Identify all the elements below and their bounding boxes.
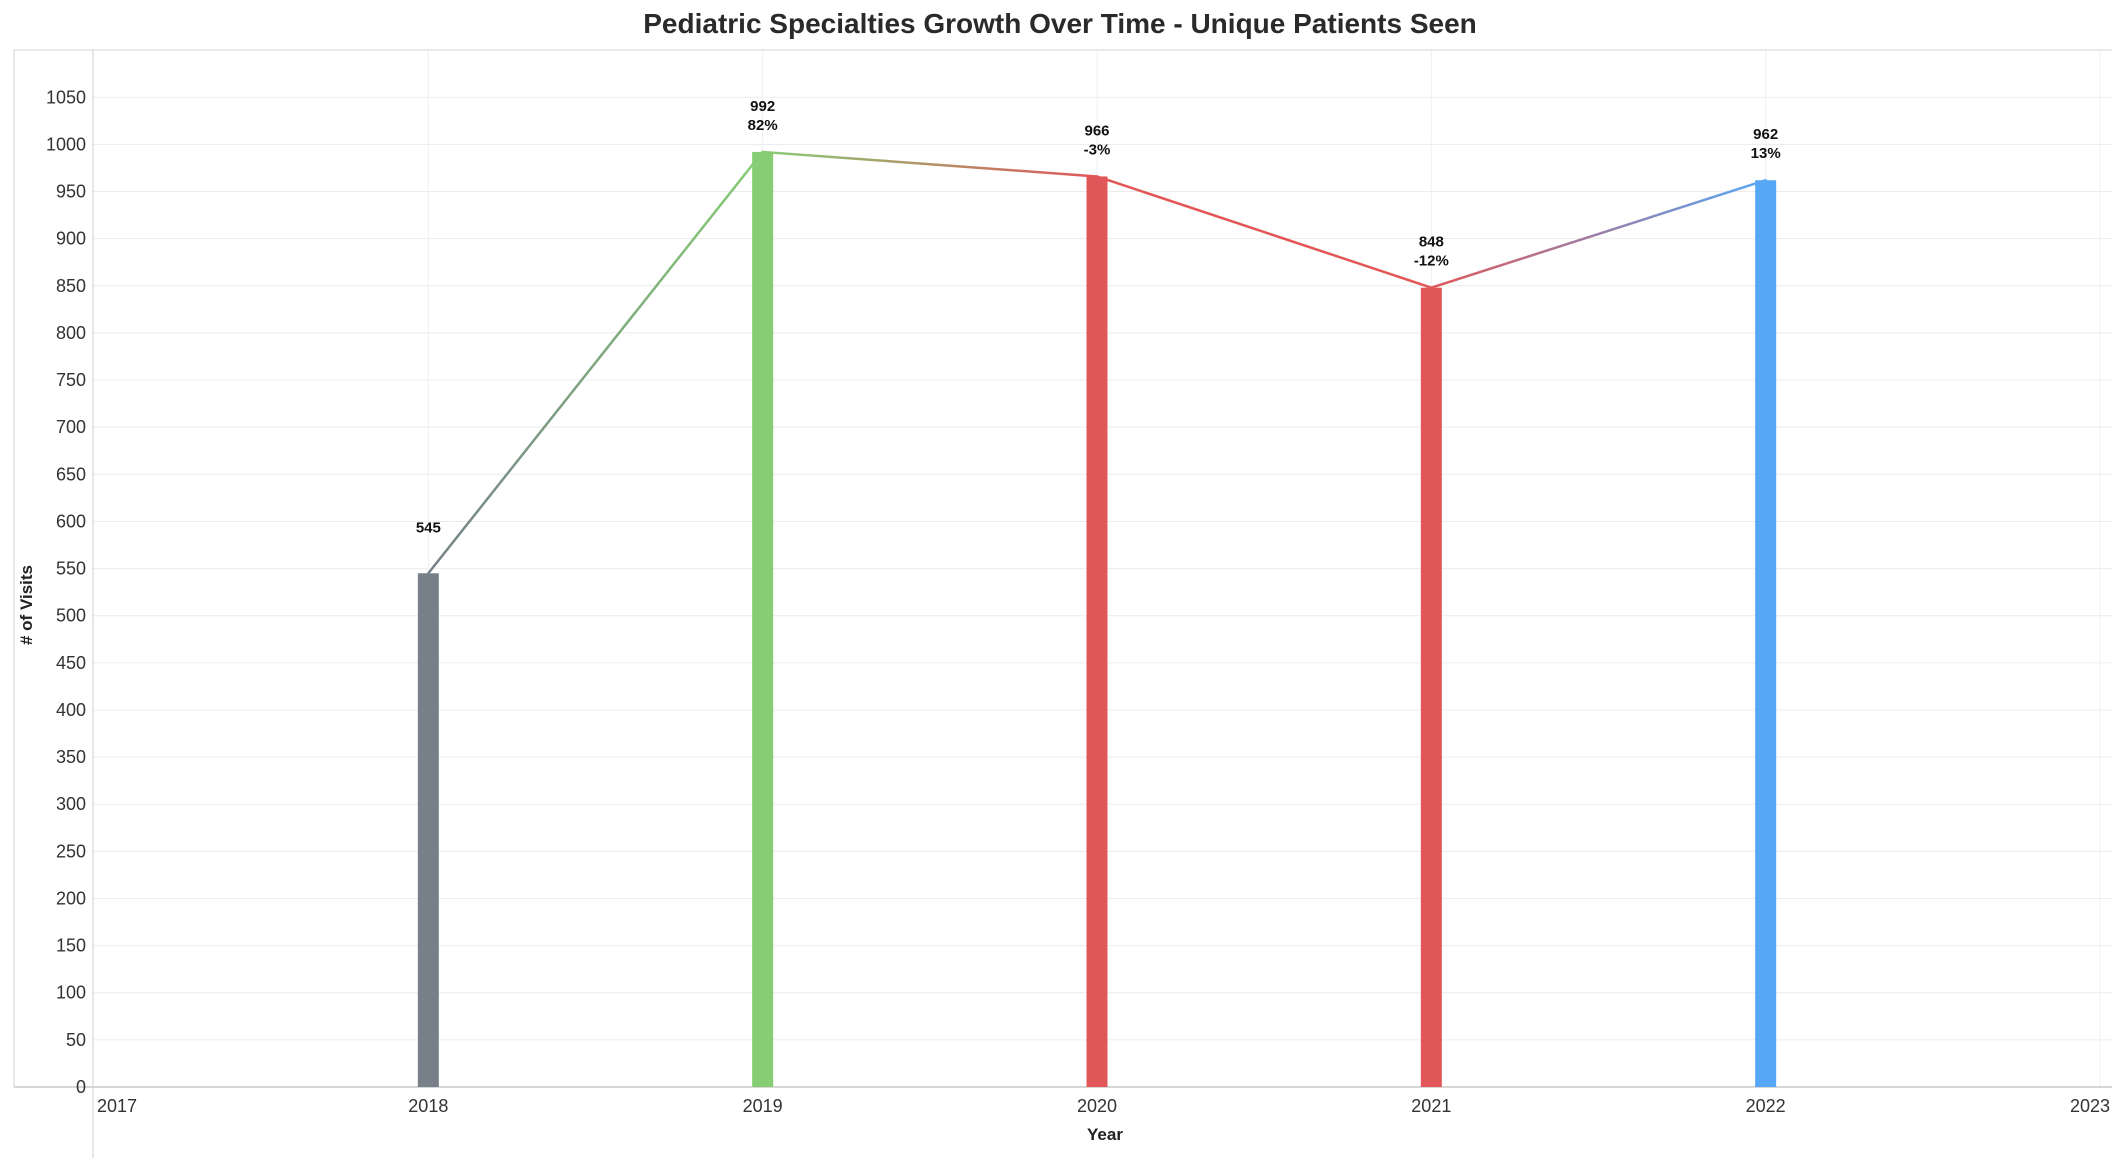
- y-tick-label-150: 150: [56, 936, 86, 956]
- y-tick-label-800: 800: [56, 323, 86, 343]
- y-tick-label-350: 350: [56, 747, 86, 767]
- y-tick-label-600: 600: [56, 511, 86, 531]
- data-label-value-2021: 848: [1419, 234, 1444, 251]
- y-tick-label-250: 250: [56, 841, 86, 861]
- x-axis-title: Year: [1087, 1125, 1123, 1144]
- data-label-change-2022: 13%: [1751, 145, 1781, 162]
- data-label-change-2021: -12%: [1414, 253, 1449, 270]
- y-tick-label-550: 550: [56, 559, 86, 579]
- trend-segment-2018-2019: [427, 150, 764, 575]
- y-tick-label-500: 500: [56, 606, 86, 626]
- bar-2020: [1086, 176, 1108, 1088]
- y-axis-title: # of Visits: [17, 565, 36, 645]
- y-tick-label-750: 750: [56, 370, 86, 390]
- x-tick-label-2021: 2021: [1411, 1096, 1451, 1116]
- data-labels: 545 992 82% 966 -3% 848 -12% 962 13%: [416, 98, 1781, 536]
- x-tick-label-2023: 2023: [2070, 1096, 2110, 1116]
- y-tick-label-1050: 1050: [46, 87, 86, 107]
- y-tick-label-0: 0: [76, 1077, 86, 1097]
- y-tick-label-650: 650: [56, 464, 86, 484]
- y-tick-label-200: 200: [56, 888, 86, 908]
- trend-segment-2021-2022: [1430, 178, 1767, 289]
- y-tick-label-450: 450: [56, 653, 86, 673]
- y-tick-label-300: 300: [56, 794, 86, 814]
- y-tick-label-900: 900: [56, 229, 86, 249]
- y-tick-label-850: 850: [56, 276, 86, 296]
- x-tick-label-2019: 2019: [743, 1096, 783, 1116]
- x-tick-label-2018: 2018: [408, 1096, 448, 1116]
- y-tick-label-100: 100: [56, 983, 86, 1003]
- chart-title: Pediatric Specialties Growth Over Time -…: [643, 8, 1477, 39]
- data-label-value-2022: 962: [1753, 126, 1778, 143]
- trend-segment-2020-2021: [1095, 175, 1433, 289]
- y-tick-label-700: 700: [56, 417, 86, 437]
- trend-segment-2019-2020: [761, 150, 1099, 178]
- data-label-value-2019: 992: [750, 98, 775, 115]
- y-tick-label-400: 400: [56, 700, 86, 720]
- data-label-change-2020: -3%: [1084, 141, 1111, 158]
- trend-line: [427, 150, 1767, 575]
- y-tick-label-950: 950: [56, 182, 86, 202]
- bar-2018: [417, 573, 439, 1087]
- y-tick-label-50: 50: [66, 1030, 86, 1050]
- x-tick-label-2022: 2022: [1746, 1096, 1786, 1116]
- bar-2019: [752, 151, 774, 1087]
- x-tick-label-2017: 2017: [97, 1096, 137, 1116]
- x-tick-label-2020: 2020: [1077, 1096, 1117, 1116]
- y-axis-ticks: 0 50 100 150 200 250 300 350 400 450 500 550 600 650 7…: [46, 87, 86, 1097]
- data-label-change-2019: 82%: [748, 117, 778, 134]
- y-tick-label-1000: 1000: [46, 134, 86, 154]
- data-label-value-2018: 545: [416, 519, 441, 536]
- bar-2022: [1755, 180, 1777, 1087]
- bar-2021: [1420, 287, 1442, 1088]
- bars: [417, 151, 1777, 1088]
- x-axis-ticks: 2017 2018 2019 2020 2021 2022 2023: [97, 1096, 2110, 1116]
- data-label-value-2020: 966: [1084, 122, 1109, 139]
